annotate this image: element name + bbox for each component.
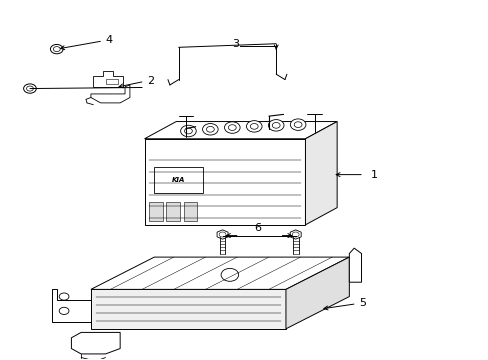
Polygon shape xyxy=(348,248,361,282)
Text: 4: 4 xyxy=(105,35,112,45)
FancyBboxPatch shape xyxy=(183,202,197,221)
Text: 2: 2 xyxy=(147,76,154,86)
Polygon shape xyxy=(289,230,301,239)
Circle shape xyxy=(224,122,240,133)
Circle shape xyxy=(268,120,284,131)
Polygon shape xyxy=(217,230,227,239)
Polygon shape xyxy=(285,257,348,329)
Circle shape xyxy=(59,293,69,300)
Circle shape xyxy=(202,123,218,135)
Polygon shape xyxy=(154,167,203,193)
Polygon shape xyxy=(305,122,336,225)
FancyBboxPatch shape xyxy=(166,202,180,221)
FancyBboxPatch shape xyxy=(149,202,163,221)
Polygon shape xyxy=(144,122,336,139)
Circle shape xyxy=(23,84,36,93)
Circle shape xyxy=(59,307,69,315)
Text: 3: 3 xyxy=(232,40,239,49)
Text: 6: 6 xyxy=(254,223,261,233)
Polygon shape xyxy=(52,289,91,321)
Polygon shape xyxy=(91,85,130,103)
Circle shape xyxy=(246,121,262,132)
Text: 1: 1 xyxy=(370,170,378,180)
Circle shape xyxy=(290,119,305,130)
Circle shape xyxy=(221,269,238,281)
Circle shape xyxy=(180,125,196,137)
Circle shape xyxy=(50,44,63,54)
Polygon shape xyxy=(91,257,348,289)
Polygon shape xyxy=(93,71,122,87)
Text: KIA: KIA xyxy=(172,177,185,183)
Polygon shape xyxy=(91,289,285,329)
Text: 5: 5 xyxy=(358,298,366,308)
Polygon shape xyxy=(71,332,120,354)
Polygon shape xyxy=(144,139,305,225)
